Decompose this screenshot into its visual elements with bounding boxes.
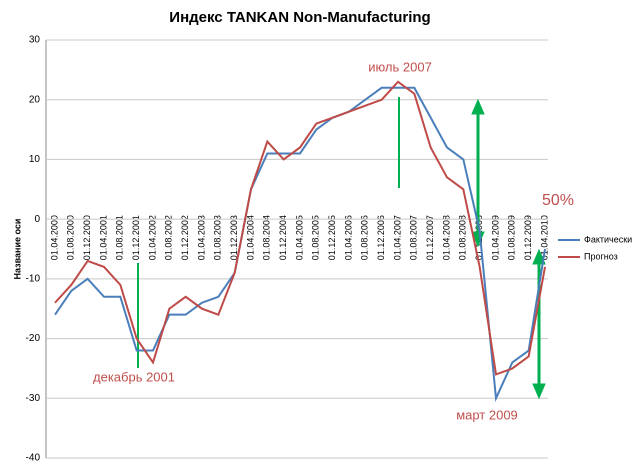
x-tick-label: 01.12.2004 — [278, 215, 288, 260]
y-tick-label: 10 — [29, 154, 41, 165]
chart-title: Индекс TANKAN Non-Manufacturing — [169, 9, 430, 26]
y-tick-label: -40 — [26, 453, 41, 464]
line — [54, 86, 546, 403]
legend-label: Фактически — [584, 234, 632, 244]
y-tick-label: 30 — [29, 35, 41, 46]
x-tick-label: 01.08.2004 — [262, 215, 272, 260]
x-tick-label: 01.04.2003 — [196, 215, 206, 260]
legend-label: Прогноз — [584, 251, 618, 261]
x-tick-label: 01.12.2001 — [131, 215, 141, 260]
y-tick-label: 20 — [29, 94, 41, 105]
annotation: декабрь 2001 — [93, 369, 175, 384]
x-tick-label: 01.12.2000 — [82, 215, 92, 260]
y-axis-label: Название оси — [12, 219, 22, 280]
x-tick-label: 01.04.2007 — [392, 215, 402, 260]
x-tick-label: 01.08.2005 — [311, 215, 321, 260]
x-tick-label: 01.08.2001 — [115, 215, 125, 260]
x-tick-label: 01.04.2000 — [49, 215, 59, 260]
x-tick-label: 01.12.2007 — [425, 215, 435, 260]
y-tick-label: -10 — [26, 273, 41, 284]
x-tick-label: 01.04.2008 — [441, 215, 451, 260]
annotation: июль 2007 — [368, 59, 432, 74]
x-tick-label: 01.12.2003 — [229, 215, 239, 260]
y-tick-label: -30 — [26, 393, 41, 404]
x-tick-label: 01.12.2009 — [523, 215, 533, 260]
x-tick-label: 01.08.2007 — [409, 215, 419, 260]
x-tick-label: 01.04.2002 — [147, 215, 157, 260]
x-tick-label: 01.04.2005 — [294, 215, 304, 260]
arrows — [137, 97, 546, 400]
x-tick-label: 01.08.2003 — [213, 215, 223, 260]
line — [54, 80, 546, 376]
x-tick-label: 01.04.2006 — [343, 215, 353, 260]
x-tick-label: 01.08.2002 — [164, 215, 174, 260]
x-tick-label: 01.08.2006 — [360, 215, 370, 260]
x-tick-label: 01.04.2001 — [98, 215, 108, 260]
annotation: 50% — [542, 192, 574, 209]
x-tick-label: 01.04.2009 — [490, 215, 500, 260]
x-tick-label: 01.12.2006 — [376, 215, 386, 260]
x-tick-label: 01.12.2002 — [180, 215, 190, 260]
x-tick-label: 01.08.2000 — [66, 215, 76, 260]
x-tick-label: 01.12.2005 — [327, 215, 337, 260]
x-tick-label: 01.04.2010 — [539, 215, 549, 260]
x-tick-label: 01.08.2008 — [458, 215, 468, 260]
x-tick-label: 01.04.2004 — [245, 215, 255, 260]
annotation: март 2009 — [456, 407, 518, 422]
y-tick-label: 0 — [34, 214, 40, 225]
x-tick-label: 01.08.2009 — [507, 215, 517, 260]
y-tick-label: -20 — [26, 333, 41, 344]
